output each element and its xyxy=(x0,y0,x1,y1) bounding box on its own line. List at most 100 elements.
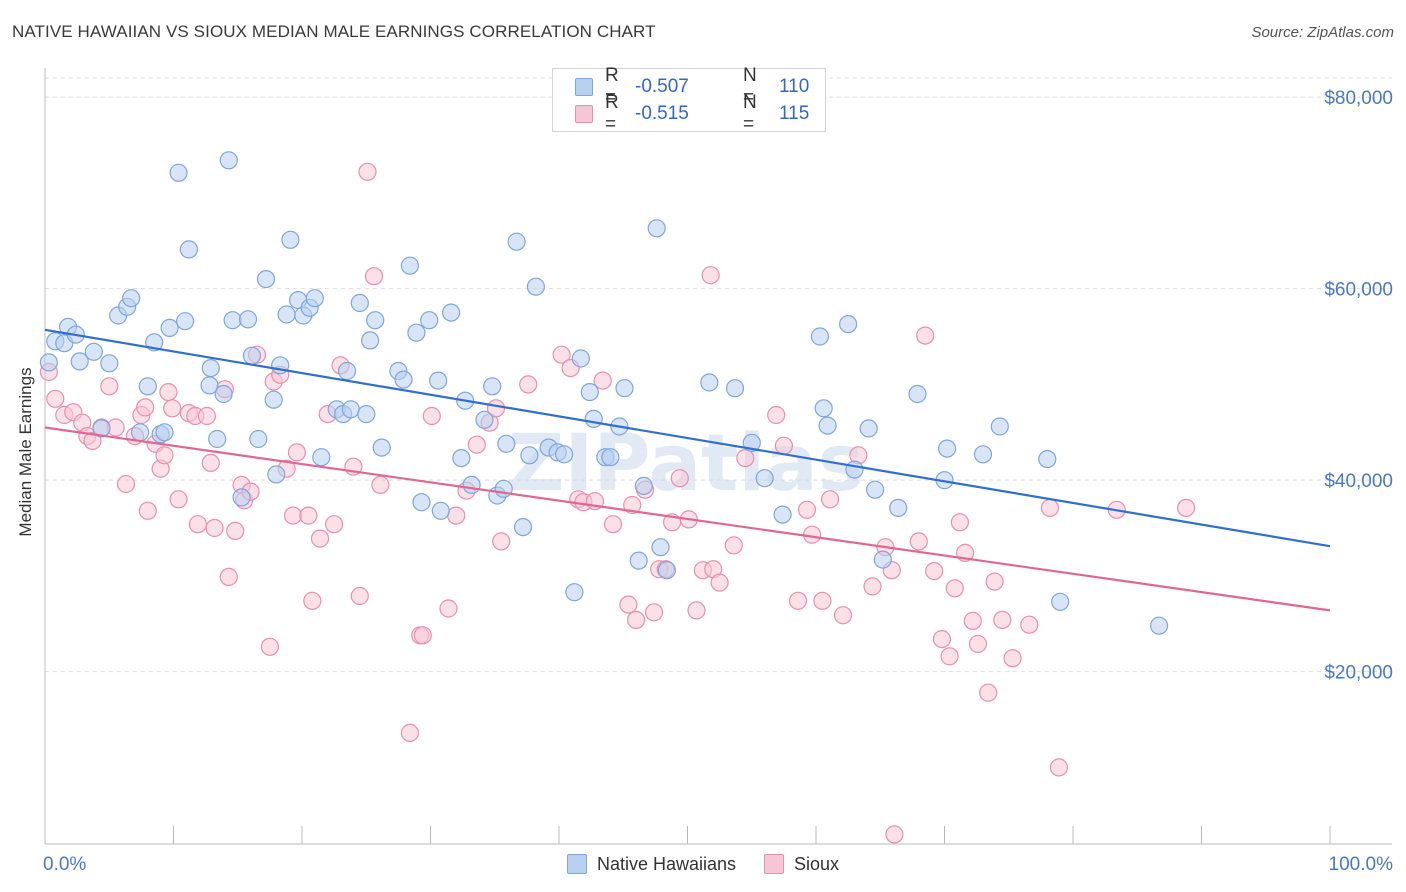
native-hawaiian-point xyxy=(372,438,391,457)
sioux-point xyxy=(155,446,174,465)
native-hawaiian-point xyxy=(400,256,419,275)
native-hawaiian-point xyxy=(615,379,634,398)
native-hawaiian-point xyxy=(201,359,220,378)
native-hawaiian-point xyxy=(208,429,227,449)
native-hawaiian-point xyxy=(100,354,119,373)
source-label: Source: ZipAtlas.com xyxy=(1251,24,1394,41)
y-tick-label: $60,000 xyxy=(1324,280,1393,301)
sioux-point xyxy=(767,405,786,425)
r-value: -0.515 xyxy=(635,103,689,124)
sioux-point xyxy=(260,637,279,656)
sioux-point xyxy=(925,561,944,581)
sioux-point xyxy=(219,567,238,587)
sioux-point xyxy=(467,435,486,454)
axes xyxy=(44,68,1392,845)
native-hawaiian-point xyxy=(39,353,59,372)
native-hawaiian-point xyxy=(526,277,546,296)
native-hawaiian-point xyxy=(937,439,957,458)
native-hawaiian-point xyxy=(407,323,426,342)
native-hawaiian-point xyxy=(341,400,360,419)
native-hawaiian-point xyxy=(845,460,864,479)
native-hawaiian-point xyxy=(601,448,620,467)
sioux-point xyxy=(46,389,65,408)
sioux-point xyxy=(687,601,706,620)
sioux-point xyxy=(159,383,178,402)
native-hawaiian-point xyxy=(160,318,179,337)
native-hawaiian-point xyxy=(219,151,238,170)
sioux-point xyxy=(205,518,224,538)
native-hawaiian-point xyxy=(394,370,413,389)
native-hawaiian-point xyxy=(483,377,502,396)
sioux-point xyxy=(138,501,157,520)
legend-label: Sioux xyxy=(794,853,840,874)
sioux-point xyxy=(358,162,377,181)
trend-lines xyxy=(44,328,1331,612)
native-hawaiian-point xyxy=(337,361,357,381)
native-hawaiian-point xyxy=(169,163,188,182)
sioux-point xyxy=(979,683,998,702)
native-hawaiian-point xyxy=(122,289,141,308)
native-hawaiian-point xyxy=(131,423,150,442)
sioux-point xyxy=(169,490,188,509)
legend-row-sioux: R = -0.515 N = 115 xyxy=(575,92,809,135)
native-hawaiian-point xyxy=(908,384,927,404)
native-hawaiian-point xyxy=(657,561,677,580)
pink-swatch-icon xyxy=(575,105,593,123)
x-tick-label: 0.0% xyxy=(43,854,86,875)
sioux-point xyxy=(644,603,664,622)
sioux-point xyxy=(1003,649,1022,668)
native-hawaiian-point xyxy=(277,305,296,324)
native-hawaiian-point xyxy=(838,315,858,334)
sioux-point xyxy=(552,345,571,364)
native-hawaiian-point xyxy=(755,469,774,488)
n-label: N = xyxy=(743,65,757,108)
x-tick-label: 100.0% xyxy=(1329,854,1394,875)
sioux-point xyxy=(802,525,822,544)
native-hawaiian-point xyxy=(264,390,283,409)
sioux-point xyxy=(371,475,390,494)
sioux-point xyxy=(813,591,832,610)
sioux-point xyxy=(116,474,136,494)
legend-item-native-hawaiians[interactable]: Native Hawaiians xyxy=(566,854,736,875)
sioux-point xyxy=(774,436,794,455)
y-tick-label: $40,000 xyxy=(1324,471,1393,492)
watermark: ZIPatlas xyxy=(508,419,864,509)
blue-swatch-icon xyxy=(566,854,587,874)
sioux-point xyxy=(364,267,384,286)
sioux-point xyxy=(1040,498,1060,517)
r-label: R = xyxy=(605,65,619,108)
sioux-point xyxy=(492,532,511,551)
y-tick-labels: $20,000 $40,000 $60,000 $80,000 xyxy=(1324,88,1393,684)
native-hawaiian-point xyxy=(176,312,195,331)
native-hawaiian-point xyxy=(818,416,837,435)
native-hawaiian-point xyxy=(647,219,666,238)
sioux-point xyxy=(885,825,904,844)
legend-item-sioux[interactable]: Sioux xyxy=(764,854,839,875)
r-value: -0.507 xyxy=(635,76,689,97)
sioux-point xyxy=(83,431,102,450)
native-hawaiian-point xyxy=(651,538,670,557)
native-hawaiian-point xyxy=(70,352,89,371)
y-axis-title: Median Male Earnings xyxy=(16,367,35,536)
native-hawaiian-point xyxy=(507,232,526,251)
sioux-point xyxy=(201,453,220,472)
sioux-point xyxy=(863,577,882,596)
native-hawaiian-point xyxy=(810,327,830,346)
native-hawaiian-point xyxy=(179,240,198,259)
sioux-point xyxy=(945,579,964,598)
native-hawaiian-point xyxy=(1038,450,1057,469)
native-hawaiian-point xyxy=(281,230,300,249)
native-hawaiian-point xyxy=(889,498,908,517)
native-hawaiian-point xyxy=(361,331,380,350)
sioux-point xyxy=(950,513,970,532)
sioux-point xyxy=(310,529,330,548)
sioux-point xyxy=(1176,498,1196,517)
native-hawaiian-point xyxy=(554,445,574,464)
sioux-point xyxy=(1049,758,1069,777)
sioux-point xyxy=(619,595,638,614)
blue-swatch-icon xyxy=(575,78,593,96)
sioux-point xyxy=(287,443,306,462)
native-hawaiian-point xyxy=(859,419,878,438)
sioux-point xyxy=(932,629,952,649)
